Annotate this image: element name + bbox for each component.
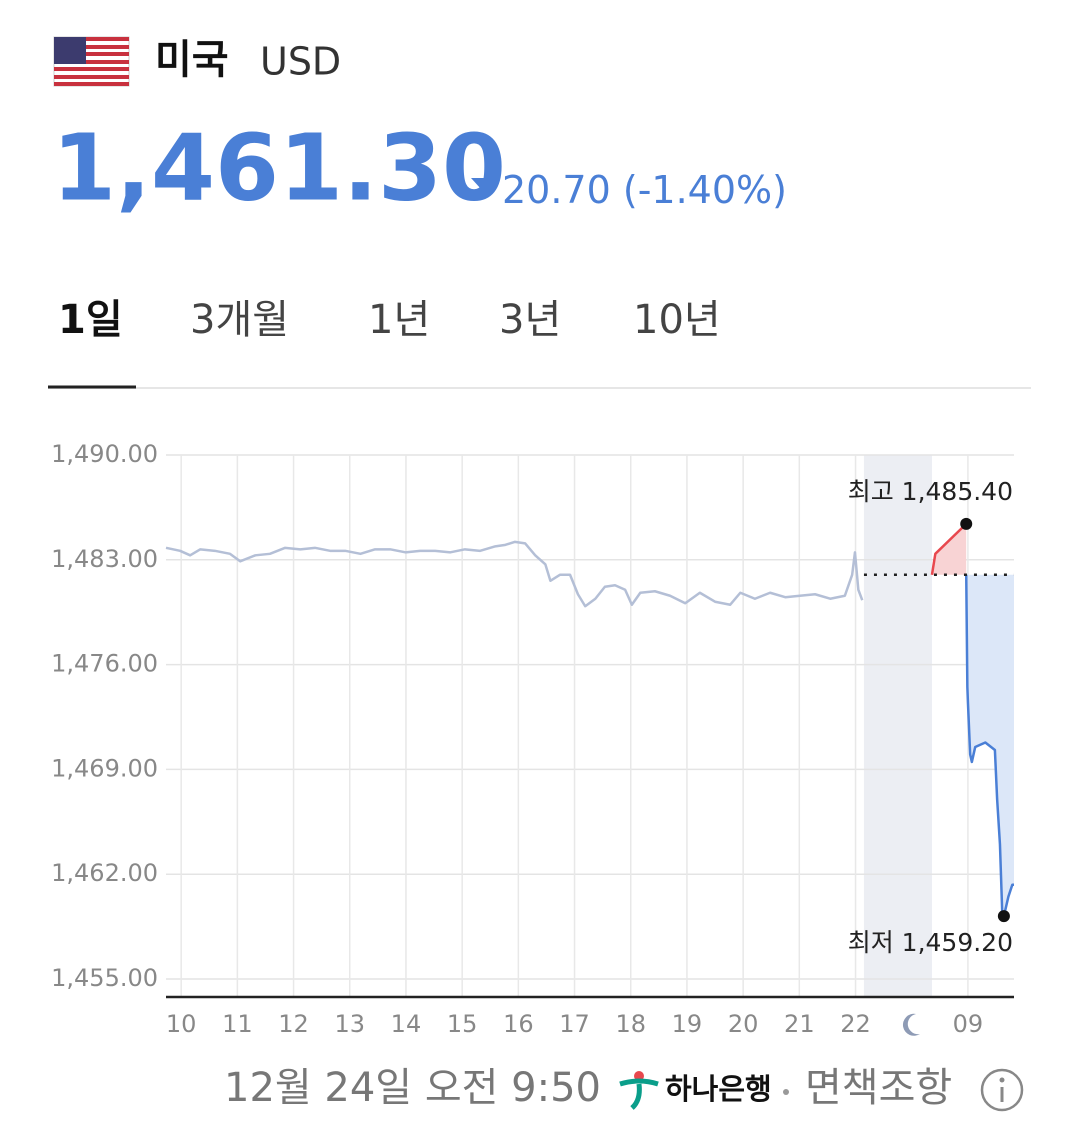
x-tick-label: 13 <box>334 1010 365 1038</box>
country: 미국 <box>155 37 229 83</box>
extreme-dot <box>960 517 973 530</box>
x-tick-label: 09 <box>953 1010 984 1038</box>
x-tick-label: 16 <box>503 1010 534 1038</box>
x-tick-label: 20 <box>728 1010 759 1038</box>
x-tick-label: 11 <box>222 1010 253 1038</box>
chart: 1,490.00 1,483.00 1,476.00 1,469.00 1,462.00… <box>51 440 1014 1038</box>
y-tick-label: 1,490.00 <box>51 440 158 468</box>
x-tick-label: 19 <box>672 1010 703 1038</box>
x-tick-label: 22 <box>840 1010 871 1038</box>
disclaimer[interactable]: 면책조항 <box>805 1065 952 1111</box>
tab[interactable]: 3년 <box>499 297 561 343</box>
x-tick-label: 18 <box>615 1010 646 1038</box>
price: 1,461.30 <box>52 114 506 221</box>
extreme-label: 최고 1,485.40 <box>848 477 1013 506</box>
x-tick-label: 15 <box>447 1010 478 1038</box>
series-line <box>964 574 1014 918</box>
series-line <box>165 540 864 608</box>
extreme-dot <box>997 910 1010 923</box>
change-value: 20.70 <box>502 168 611 212</box>
bank-logo <box>619 1071 659 1110</box>
x-tick-label: 10 <box>166 1010 197 1038</box>
flag <box>53 36 130 87</box>
y-tick-label: 1,483.00 <box>51 545 158 573</box>
separator <box>783 1089 789 1095</box>
tab[interactable]: 10년 <box>633 297 721 343</box>
x-tick-label: 17 <box>559 1010 590 1038</box>
x-tick-label: 12 <box>278 1010 309 1038</box>
tab[interactable]: 3개월 <box>190 297 289 343</box>
extreme-label: 최저 1,459.20 <box>848 928 1013 957</box>
date: 12월 24일 오전 9:50 <box>224 1065 601 1111</box>
change: 20.70 (-1.40%) <box>502 168 787 212</box>
y-tick-label: 1,455.00 <box>51 964 158 992</box>
down-arrow <box>471 178 491 189</box>
y-tick-label: 1,476.00 <box>51 650 158 678</box>
change-pct: (-1.40%) <box>623 168 787 212</box>
tabs: 1일 3개월 1년 3년 10년 <box>58 297 721 343</box>
night-icon <box>902 1013 920 1036</box>
tab[interactable]: 1년 <box>368 297 430 343</box>
bank: 하나은행 <box>665 1072 772 1106</box>
x-tick-label: 14 <box>391 1010 422 1038</box>
tab[interactable]: 1일 <box>58 297 123 343</box>
y-tick-label: 1,469.00 <box>51 754 158 782</box>
series-area <box>931 523 967 575</box>
x-tick-label: 21 <box>784 1010 815 1038</box>
info-icon[interactable] <box>980 1068 1024 1112</box>
y-tick-label: 1,462.00 <box>51 859 158 887</box>
currency: USD <box>260 40 341 84</box>
series-line <box>930 522 968 575</box>
night-band <box>863 455 932 997</box>
